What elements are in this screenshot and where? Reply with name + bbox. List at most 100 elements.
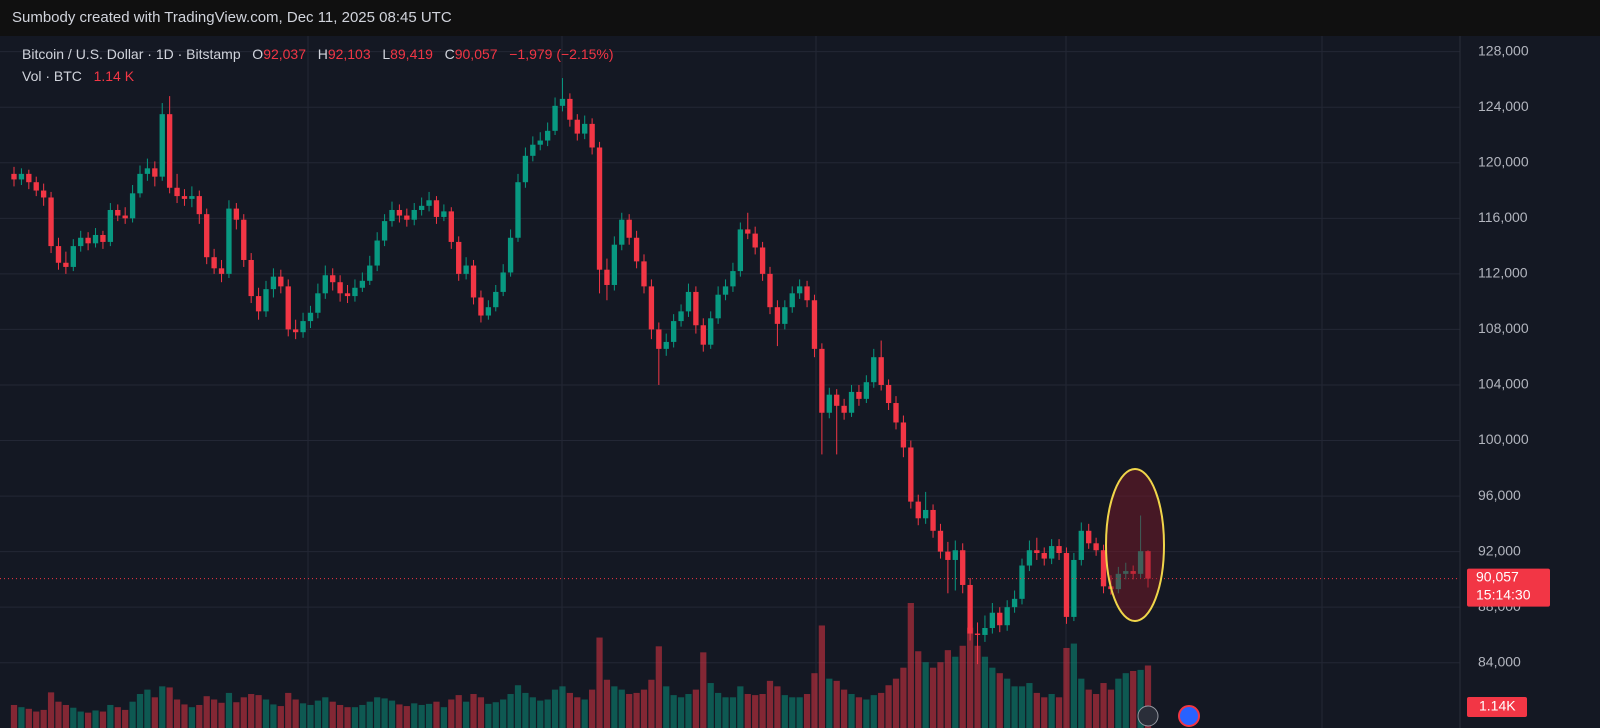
- candle-body: [55, 246, 62, 263]
- candle-body: [189, 196, 195, 199]
- candle-body: [670, 321, 677, 342]
- volume-bar: [989, 667, 996, 728]
- volume-bar: [722, 697, 729, 728]
- volume-bar: [463, 701, 470, 728]
- candle-body: [811, 300, 818, 349]
- candle-body: [1019, 565, 1025, 599]
- candle-body: [441, 211, 447, 217]
- symbol: Bitcoin / U.S. Dollar · 1D · Bitstamp: [22, 46, 241, 62]
- candle-body: [752, 233, 758, 248]
- candle-body: [344, 293, 351, 297]
- volume-bar: [900, 667, 907, 728]
- volume-bar: [225, 692, 233, 728]
- candle-body: [945, 551, 951, 560]
- volume-bar: [811, 673, 818, 728]
- candle-body: [255, 296, 262, 312]
- volume-bar: [47, 692, 55, 728]
- volume-badge: 1.14K: [1479, 698, 1516, 714]
- volume-bar: [581, 699, 588, 728]
- candle-body: [122, 215, 128, 219]
- candle-body: [174, 187, 180, 197]
- l-value: 89,419: [390, 46, 433, 62]
- volume-bar: [1033, 692, 1040, 728]
- candle-body: [1123, 571, 1129, 574]
- volume-bar: [344, 707, 351, 728]
- candle-body: [722, 286, 729, 295]
- volume-bar: [255, 695, 262, 728]
- candle-body: [1078, 530, 1084, 560]
- volume-bar: [10, 704, 18, 728]
- y-tick-label: 108,000: [1478, 320, 1529, 336]
- candle-body: [507, 237, 514, 273]
- y-tick-label: 104,000: [1478, 376, 1529, 392]
- candle-body: [589, 123, 595, 148]
- volume-bar: [262, 699, 270, 728]
- candle-body: [411, 209, 417, 220]
- volume-bar: [803, 694, 811, 728]
- candle-body: [1100, 550, 1107, 587]
- volume-bar: [1055, 697, 1063, 728]
- volume-bar: [85, 712, 92, 728]
- candle-body: [292, 329, 299, 333]
- volume-bar: [626, 694, 633, 728]
- candle-body: [796, 286, 803, 294]
- volume-bar: [1048, 694, 1055, 728]
- o-key: O: [252, 46, 264, 62]
- volume-bar: [403, 706, 410, 728]
- volume-bar: [277, 706, 284, 728]
- candle-body: [322, 275, 328, 294]
- candle-body: [1086, 530, 1092, 544]
- candle-body: [337, 282, 343, 294]
- volume-bar: [188, 707, 195, 728]
- attribution-bar: Sumbody created with TradingView.com, De…: [0, 0, 1600, 36]
- candle-body: [937, 530, 944, 552]
- candle-body: [330, 275, 336, 283]
- volume-bar: [211, 699, 218, 728]
- candle-body: [196, 196, 202, 215]
- volume-bar: [663, 686, 670, 728]
- candle-body: [396, 209, 403, 216]
- candle-body: [152, 168, 158, 177]
- volume-bar: [307, 704, 314, 728]
- volume-bar: [425, 703, 433, 728]
- volume-bar: [351, 707, 359, 728]
- volume-bar: [285, 692, 292, 728]
- candle-body: [1115, 573, 1122, 590]
- volume-bar: [937, 662, 944, 728]
- volume-bar: [114, 707, 121, 728]
- volume-bar: [1004, 678, 1011, 728]
- volume-bar: [455, 695, 462, 728]
- candle-body: [1093, 543, 1099, 551]
- candle-body: [285, 286, 291, 330]
- volume-bar: [374, 697, 381, 728]
- volume-bar: [418, 704, 425, 728]
- candle-body: [1041, 553, 1047, 559]
- volume-bar: [685, 694, 692, 728]
- candle-body: [834, 394, 840, 406]
- candle-body: [819, 348, 825, 413]
- candle-body: [804, 286, 810, 301]
- volume-bar: [996, 673, 1003, 728]
- volume-bar: [670, 695, 677, 728]
- candle-body: [908, 447, 914, 502]
- volume-bar: [248, 694, 255, 728]
- icon: [1137, 705, 1159, 727]
- candle-body: [485, 307, 492, 316]
- volume-bar: [122, 709, 129, 728]
- candle-body: [922, 509, 929, 519]
- icon: [1178, 705, 1200, 727]
- candle-body: [470, 265, 477, 298]
- volume-bar: [500, 699, 507, 728]
- candle-body: [641, 261, 647, 287]
- candle-body: [967, 584, 973, 634]
- candle-body: [278, 276, 284, 287]
- candle-body: [582, 123, 588, 134]
- volume-bar: [477, 697, 485, 728]
- y-tick-label: 92,000: [1478, 542, 1521, 558]
- volume-bar: [314, 700, 321, 728]
- volume-bar: [618, 689, 625, 728]
- candle-body: [1063, 553, 1070, 617]
- volume-bar: [1018, 686, 1026, 728]
- candle-body: [270, 276, 277, 290]
